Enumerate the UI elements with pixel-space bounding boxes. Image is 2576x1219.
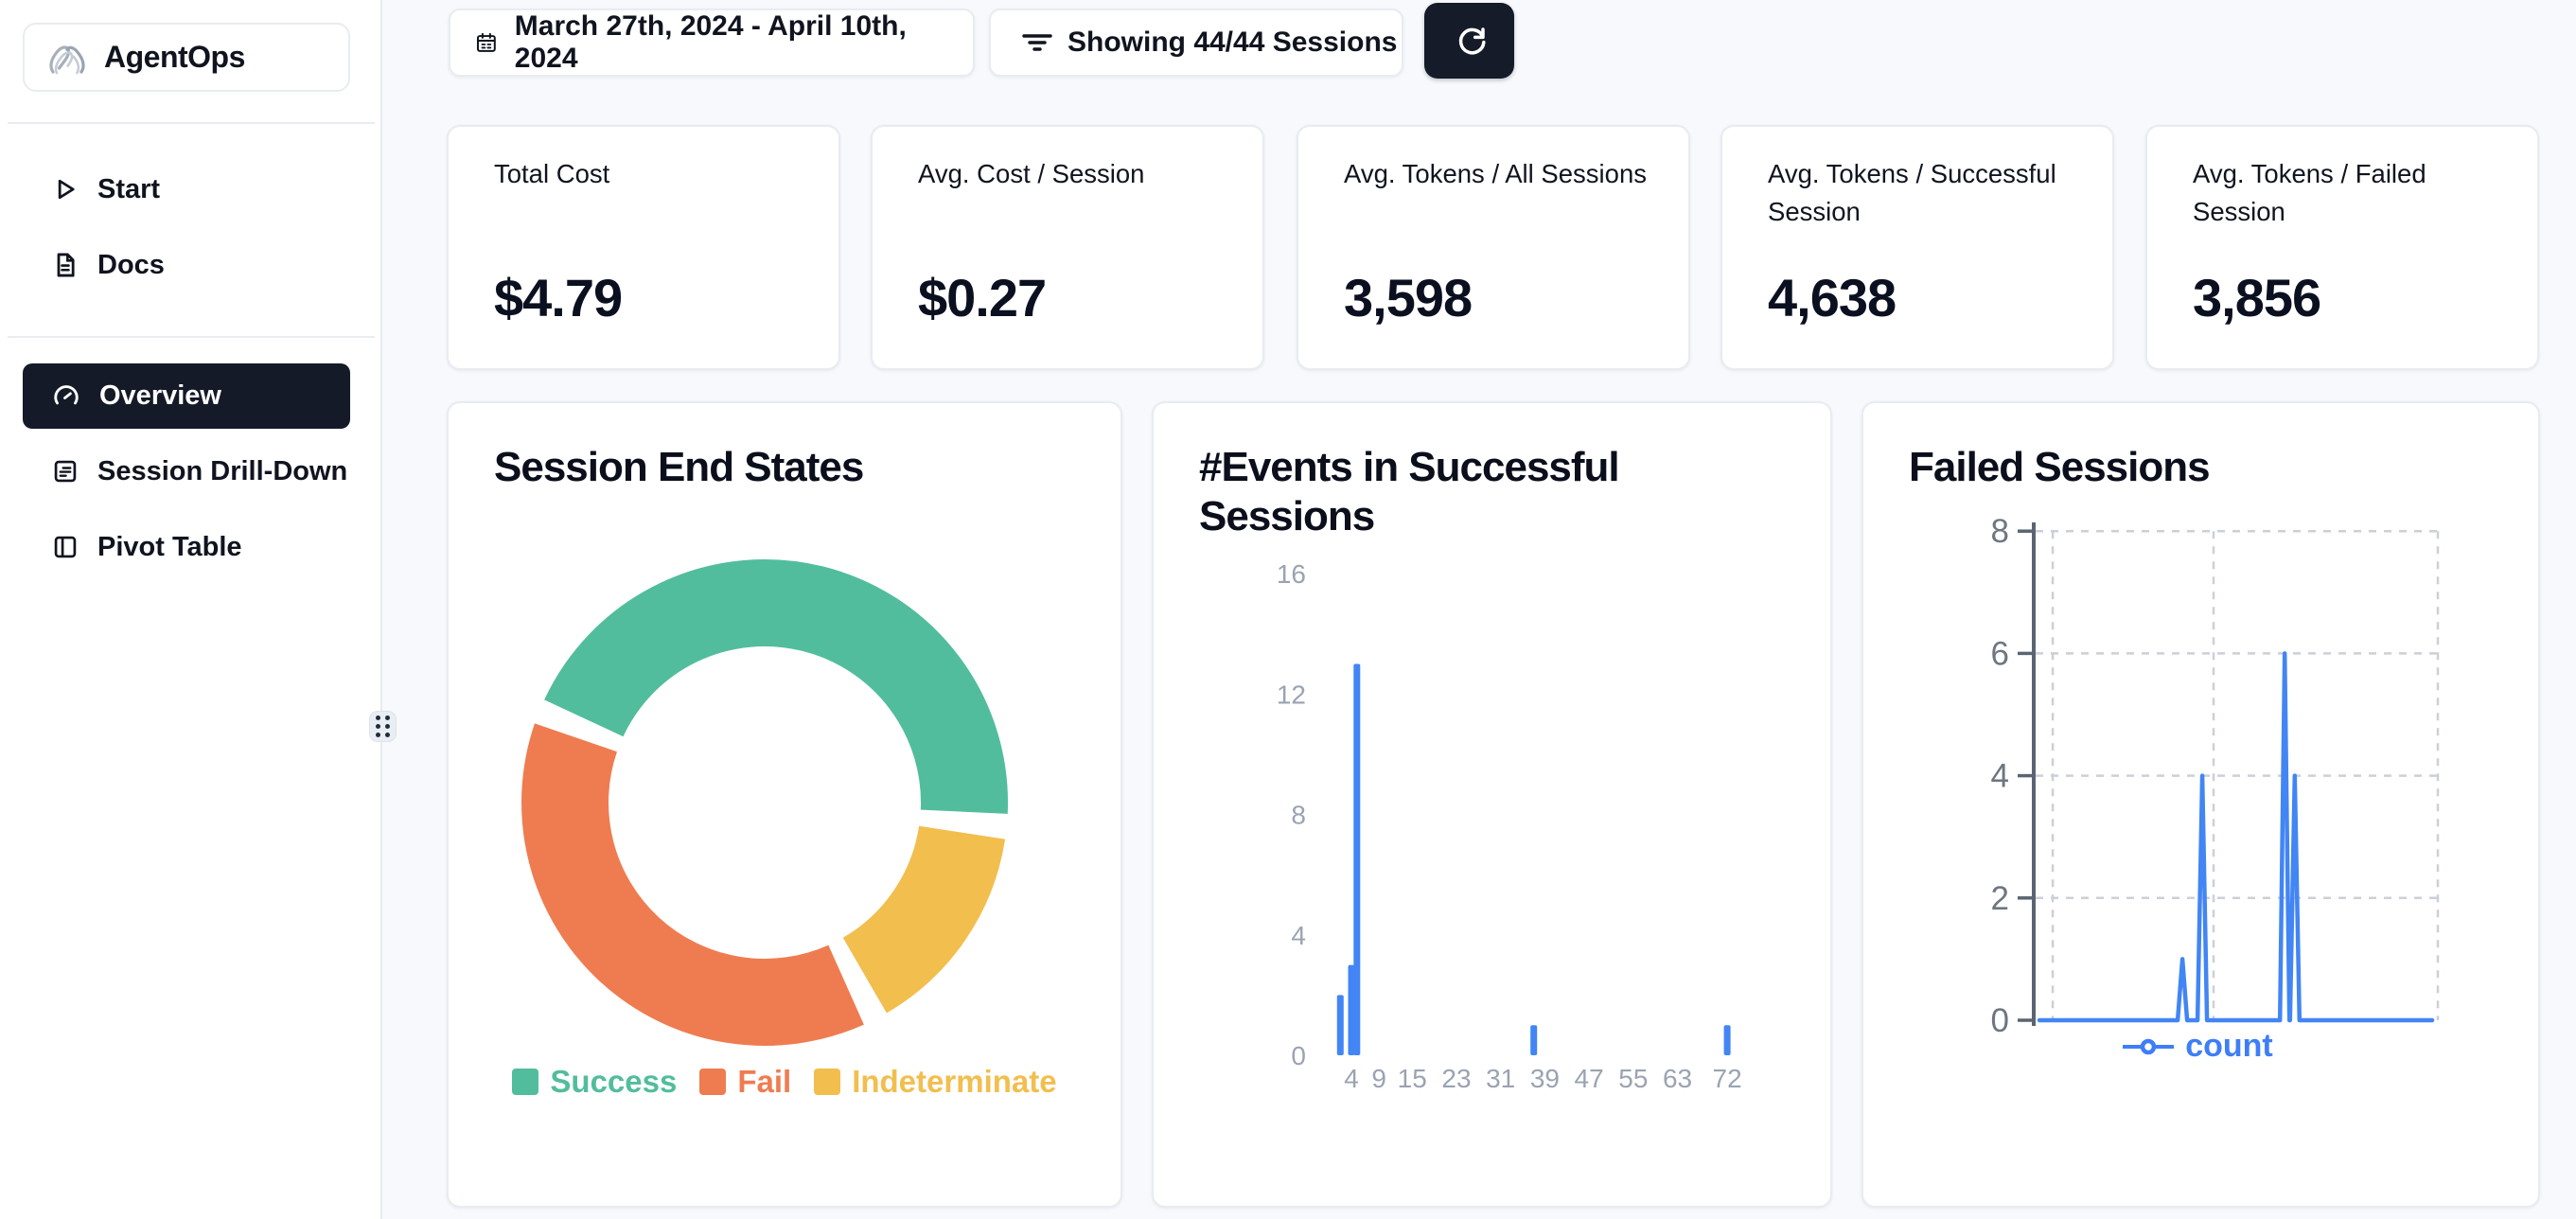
document-icon: [57, 253, 75, 277]
stat-label: Avg. Tokens / All Sessions: [1344, 159, 1647, 188]
sidebar-item-pivot-table[interactable]: Pivot Table: [23, 518, 350, 576]
count-legend-label: count: [2185, 1028, 2273, 1064]
refresh-icon: [1458, 27, 1486, 55]
sessions-filter-label: Showing 44/44 Sessions: [1067, 26, 1398, 58]
svg-text:4: 4: [1991, 758, 2009, 795]
svg-text:0: 0: [1991, 1002, 2009, 1039]
svg-text:23: 23: [1441, 1064, 1471, 1093]
count-legend[interactable]: count: [1996, 1028, 2400, 1065]
calendar-icon: [476, 32, 496, 52]
sidebar-item-label: Docs: [97, 249, 165, 280]
app-name: AgentOps: [104, 40, 245, 74]
line-marker-icon: [2123, 1038, 2175, 1054]
sidebar-divider: [8, 336, 375, 338]
svg-text:8: 8: [1291, 801, 1306, 830]
donut-legend: Success Fail Indeterminate: [449, 1064, 1120, 1100]
sidebar-drag-handle[interactable]: [369, 711, 397, 742]
session-end-states-card: Session End States Success Fail Indeterm…: [447, 401, 1122, 1208]
legend-swatch: [699, 1069, 727, 1095]
stat-value: 3,856: [2193, 268, 2321, 327]
sidebar-item-label: Start: [97, 173, 161, 204]
chart-title: Failed Sessions: [1909, 444, 2211, 490]
legend-item-success[interactable]: Success: [512, 1064, 677, 1100]
svg-text:9: 9: [1371, 1064, 1386, 1093]
refresh-button[interactable]: [1424, 3, 1514, 79]
svg-text:12: 12: [1277, 680, 1306, 709]
sidebar-item-session-drill-down[interactable]: Session Drill-Down: [23, 442, 350, 501]
stat-value: 3,598: [1344, 268, 1473, 327]
sidebar-item-label: Overview: [99, 380, 221, 411]
legend-swatch: [814, 1069, 841, 1095]
legend-label: Indeterminate: [852, 1064, 1057, 1099]
columns-icon: [54, 536, 77, 558]
svg-text:39: 39: [1530, 1064, 1560, 1093]
svg-text:4: 4: [1344, 1064, 1359, 1093]
svg-text:31: 31: [1486, 1064, 1515, 1093]
failed-sessions-line-chart: 0 2 4 6 8: [1991, 513, 2440, 1039]
filter-icon: [1022, 34, 1052, 51]
date-range-label: March 27th, 2024 - April 10th, 2024: [514, 10, 907, 74]
stat-card-avg-tokens-failed: Avg. Tokens / Failed Session 3,856: [2145, 125, 2539, 370]
stat-value: 4,638: [1768, 268, 1897, 327]
failed-sessions-card: Failed Sessions 0 2 4 6 8 count: [1861, 401, 2540, 1208]
legend-label: Fail: [737, 1064, 792, 1099]
agentops-logo-icon: [49, 44, 85, 74]
drag-dots-icon: [375, 715, 391, 738]
sessions-filter-button[interactable]: Showing 44/44 Sessions: [989, 9, 1403, 77]
sidebar: AgentOps Start Docs Overview: [0, 0, 382, 1219]
svg-text:55: 55: [1618, 1064, 1648, 1093]
svg-text:15: 15: [1398, 1064, 1427, 1093]
svg-text:2: 2: [1991, 880, 2009, 917]
app-logo[interactable]: AgentOps: [23, 23, 350, 92]
stat-card-avg-tokens-successful: Avg. Tokens / Successful Session 4,638: [1720, 125, 2114, 370]
stat-value: $0.27: [918, 268, 1047, 327]
sidebar-item-start[interactable]: Start: [23, 160, 350, 219]
stat-label: Avg. Tokens / Failed Session: [2193, 159, 2426, 226]
svg-text:63: 63: [1663, 1064, 1692, 1093]
svg-text:16: 16: [1277, 559, 1306, 589]
gauge-icon: [54, 384, 79, 404]
stat-card-avg-cost-session: Avg. Cost / Session $0.27: [871, 125, 1264, 370]
svg-text:4: 4: [1291, 921, 1306, 950]
list-box-icon: [54, 460, 77, 483]
legend-label: Success: [550, 1064, 678, 1099]
legend-item-indeterminate[interactable]: Indeterminate: [814, 1064, 1057, 1100]
svg-text:6: 6: [1991, 635, 2009, 672]
svg-text:72: 72: [1713, 1064, 1742, 1093]
events-in-successful-sessions-card: #Events in Successful Sessions 0 4 8 12 16 4 9…: [1152, 401, 1832, 1208]
svg-text:8: 8: [1991, 513, 2009, 550]
sidebar-item-docs[interactable]: Docs: [23, 236, 350, 294]
stat-label: Avg. Tokens / Successful Session: [1768, 159, 2056, 226]
date-range-button[interactable]: March 27th, 2024 - April 10th, 2024: [449, 9, 975, 77]
legend-item-fail[interactable]: Fail: [699, 1064, 791, 1100]
chart-title: #Events in Successful Sessions: [1199, 444, 1620, 539]
svg-text:0: 0: [1291, 1041, 1306, 1070]
play-icon: [58, 179, 75, 200]
chart-title: Session End States: [494, 444, 864, 490]
session-end-states-donut-chart: [521, 559, 1009, 1046]
sidebar-item-label: Session Drill-Down: [97, 455, 348, 486]
stat-label: Total Cost: [494, 159, 610, 188]
stat-card-avg-tokens-all: Avg. Tokens / All Sessions 3,598: [1297, 125, 1690, 370]
stat-card-total-cost: Total Cost $4.79: [447, 125, 840, 370]
stat-label: Avg. Cost / Session: [918, 159, 1145, 188]
legend-swatch: [512, 1069, 539, 1095]
sidebar-divider: [8, 122, 375, 124]
stat-value: $4.79: [494, 268, 623, 327]
sidebar-item-overview[interactable]: Overview: [23, 363, 350, 429]
svg-text:47: 47: [1575, 1064, 1604, 1093]
sidebar-item-label: Pivot Table: [97, 531, 242, 562]
